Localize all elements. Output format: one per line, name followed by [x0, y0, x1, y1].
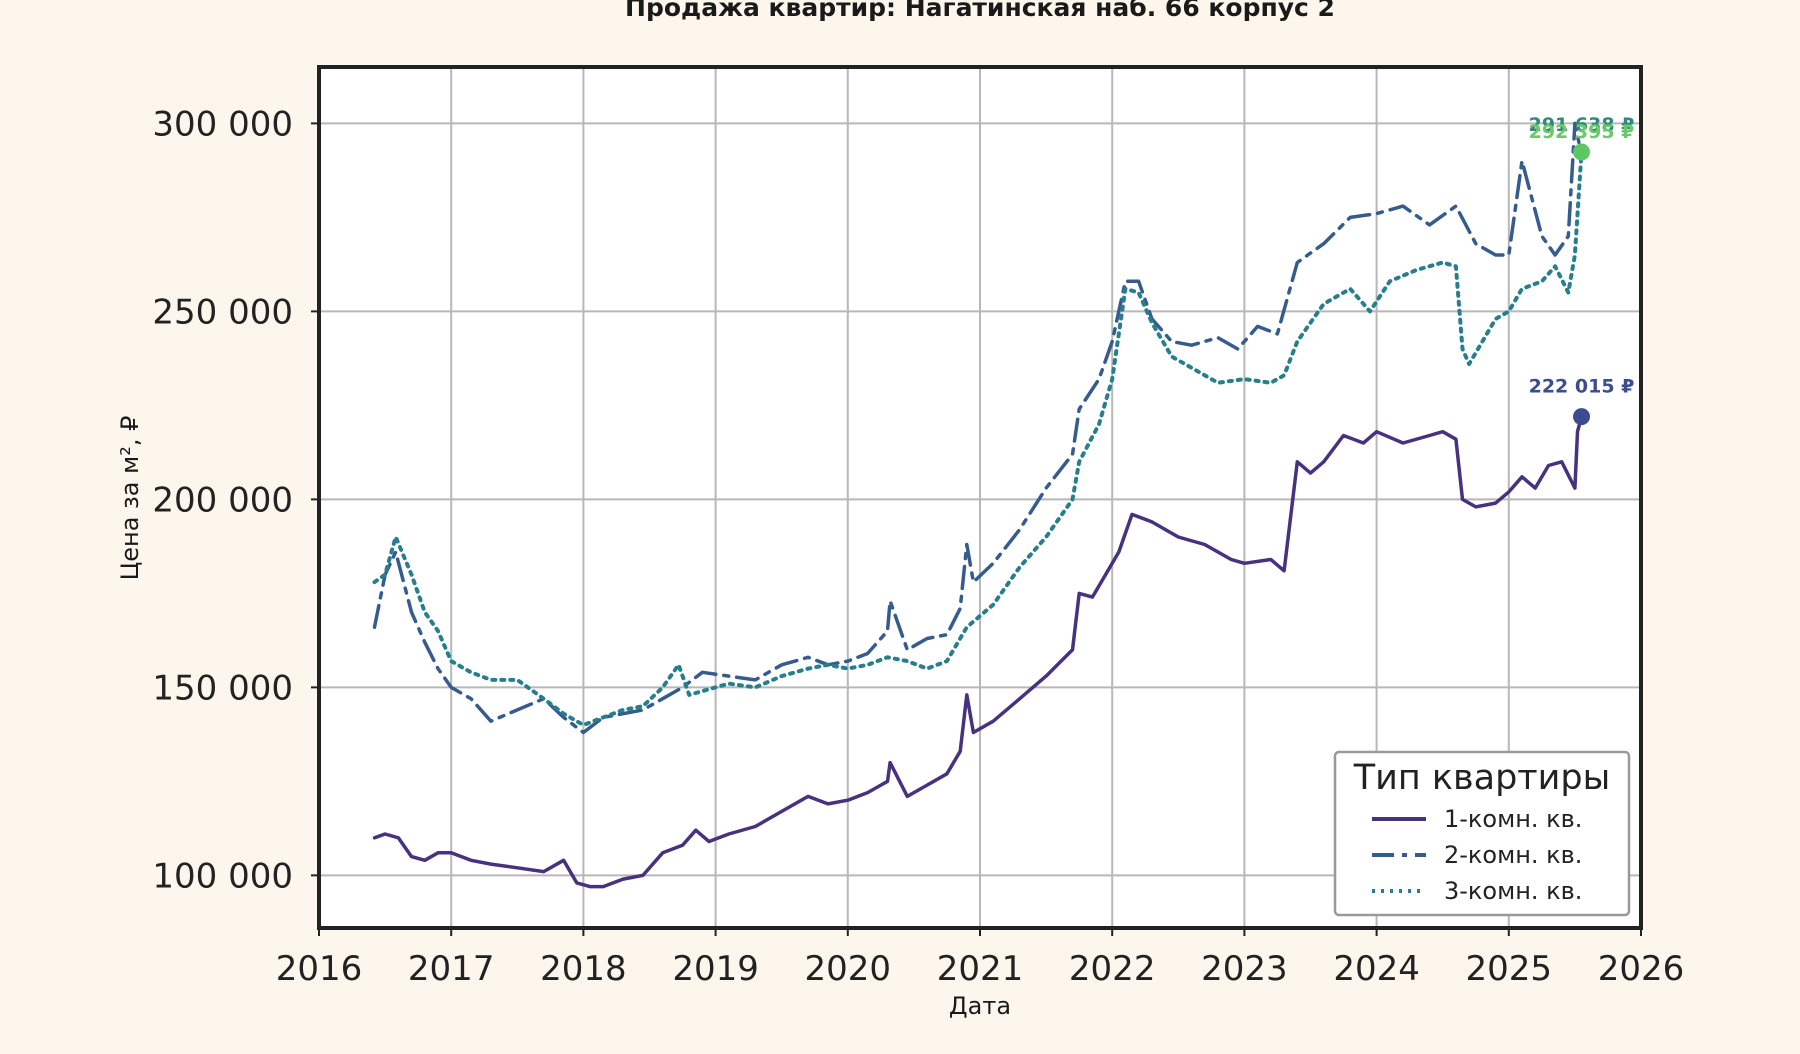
chart-title: Продажа квартир: Нагатинская наб. 66 кор… [625, 0, 1335, 22]
annotations: 291 638 ₽292 395 ₽ 222 015 ₽ [1529, 114, 1635, 398]
y-tick-label: 300 000 [152, 104, 293, 144]
y-tick-label: 200 000 [152, 480, 293, 520]
legend-label: 2-комн. кв. [1444, 841, 1582, 869]
x-tick-label: 2021 [937, 949, 1024, 989]
data-label: 292 395 ₽ [1529, 121, 1635, 143]
x-tick-label: 2024 [1333, 949, 1420, 989]
data-label: 222 015 ₽ [1529, 376, 1635, 398]
series-line-3 [372, 150, 1584, 727]
legend: Тип квартиры 1-комн. кв. 2-комн. кв. 3-ком… [1333, 750, 1631, 917]
y-axis-ticks: 100 000 150 000 200 000 250 000 300 000 [152, 104, 319, 896]
x-tick-label: 2026 [1598, 949, 1685, 989]
x-tick-label: 2018 [540, 949, 627, 989]
x-axis-ticks: 2016 2017 2018 2019 2020 2021 2022 2023 2024 2025… [276, 928, 1685, 989]
end-markers [1573, 143, 1591, 426]
y-tick-label: 100 000 [152, 856, 293, 896]
x-tick-label: 2016 [276, 949, 363, 989]
x-tick-label: 2023 [1201, 949, 1288, 989]
x-axis-label: Дата [949, 992, 1011, 1020]
legend-label: 1-комн. кв. [1444, 805, 1582, 833]
series-line-2 [372, 121, 1584, 735]
y-axis-label: Цена за м², ₽ [116, 416, 144, 581]
legend-box [1333, 750, 1631, 917]
x-tick-label: 2020 [805, 949, 892, 989]
x-tick-label: 2019 [672, 949, 759, 989]
y-tick-label: 150 000 [152, 668, 293, 708]
x-tick-label: 2022 [1069, 949, 1156, 989]
end-marker [1573, 143, 1591, 161]
x-tick-label: 2017 [408, 949, 495, 989]
series-group [372, 121, 1584, 889]
data-label: 291 638 ₽ [1529, 114, 1635, 136]
end-marker [1573, 408, 1591, 426]
x-tick-label: 2025 [1466, 949, 1553, 989]
series-line-1 [372, 414, 1584, 889]
legend-label: 3-комн. кв. [1444, 877, 1582, 905]
y-tick-label: 250 000 [152, 292, 293, 332]
legend-items: 1-комн. кв. 2-комн. кв. 3-комн. кв. [1372, 805, 1582, 905]
legend-title: Тип квартиры [1353, 758, 1611, 798]
